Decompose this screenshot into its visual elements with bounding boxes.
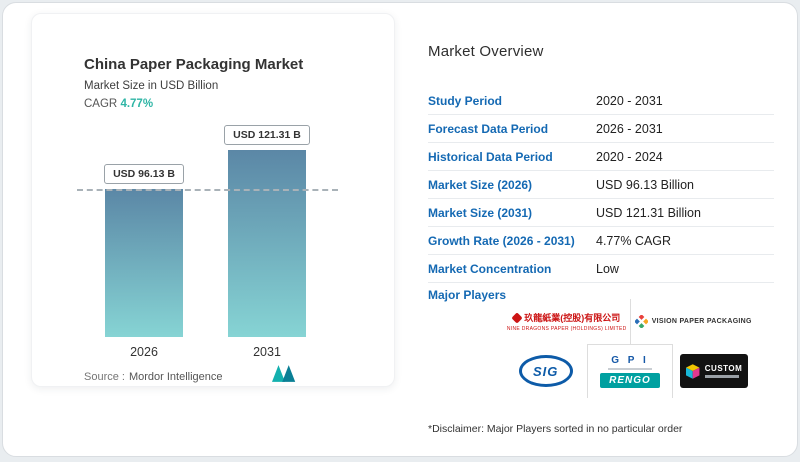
mordor-intelligence-logo-icon <box>272 365 296 382</box>
row-label: Forecast Data Period <box>428 121 549 136</box>
chart-header: China Paper Packaging Market Market Size… <box>84 56 303 110</box>
reference-dashed-line <box>77 189 338 191</box>
row-value: Low <box>596 261 619 276</box>
source-label: Source : <box>84 371 125 383</box>
nine-dragons-cn-text: 玖龍紙業(控股)有限公司 <box>524 313 621 323</box>
logo-row: 玖龍紙業(控股)有限公司 NINE DRAGONS PAPER (HOLDING… <box>504 299 756 344</box>
row-value: 2026 - 2031 <box>596 121 663 136</box>
logo-sig: SIG <box>504 344 587 398</box>
logo-row: SIG G P I RENGO CUSTOM <box>504 344 756 398</box>
major-players-label: Major Players <box>428 288 507 302</box>
row-label: Growth Rate (2026 - 2031) <box>428 233 575 248</box>
logo-vision-paper-packaging: VISION PAPER PACKAGING <box>629 299 757 344</box>
vision-logo-text: VISION PAPER PACKAGING <box>651 318 752 325</box>
bar-chart-plot: USD 96.13 B USD 121.31 B <box>32 109 394 337</box>
logo-custom-packaging: CUSTOM <box>673 344 756 398</box>
major-players-logos: 玖龍紙業(控股)有限公司 NINE DRAGONS PAPER (HOLDING… <box>504 299 756 398</box>
market-overview-panel: Market Overview Study Period 2020 - 2031… <box>428 3 774 462</box>
bar-2026 <box>105 189 183 337</box>
row-value: 2020 - 2024 <box>596 149 663 164</box>
cagr-value: 4.77% <box>120 98 154 110</box>
bar-value-callout: USD 121.31 B <box>224 125 310 145</box>
custom-logo-text: CUSTOM <box>704 364 743 373</box>
bar-2031 <box>228 150 306 337</box>
disclaimer-text: *Disclaimer: Major Players sorted in no … <box>428 423 683 435</box>
row-label: Study Period <box>428 93 503 108</box>
overview-table: Study Period 2020 - 2031 Forecast Data P… <box>428 87 774 283</box>
chart-title: China Paper Packaging Market <box>84 56 304 73</box>
row-value: USD 96.13 Billion <box>596 177 694 192</box>
row-value: 2020 - 2031 <box>596 93 663 108</box>
vision-logo-icon <box>634 315 648 328</box>
bar-value-callout: USD 96.13 B <box>104 164 184 184</box>
gpi-logo-text: G P I <box>611 355 649 366</box>
table-row: Market Size (2026) USD 96.13 Billion <box>428 171 774 199</box>
custom-subtext-placeholder <box>704 375 739 378</box>
table-row: Study Period 2020 - 2031 <box>428 87 774 115</box>
cagr-label: CAGR <box>84 98 118 110</box>
logo-nine-dragons: 玖龍紙業(控股)有限公司 NINE DRAGONS PAPER (HOLDING… <box>504 299 630 344</box>
x-axis-label-2026: 2026 <box>130 345 158 359</box>
row-label: Market Size (2031) <box>428 205 533 220</box>
table-row: Market Concentration Low <box>428 255 774 283</box>
bar-group-2031: USD 121.31 B <box>208 125 326 337</box>
report-card: China Paper Packaging Market Market Size… <box>2 2 798 457</box>
table-row: Historical Data Period 2020 - 2024 <box>428 143 774 171</box>
logo-gpi-rengo: G P I RENGO <box>587 344 673 398</box>
table-row: Growth Rate (2026 - 2031) 4.77% CAGR <box>428 227 774 255</box>
row-value: 4.77% CAGR <box>596 233 672 248</box>
table-row: Market Size (2031) USD 121.31 Billion <box>428 199 774 227</box>
row-label: Market Size (2026) <box>428 177 533 192</box>
row-label: Historical Data Period <box>428 149 553 164</box>
x-axis-label-2031: 2031 <box>253 345 281 359</box>
overview-title: Market Overview <box>428 43 544 60</box>
nine-dragons-en-text: NINE DRAGONS PAPER (HOLDINGS) LIMITED <box>506 326 627 332</box>
custom-cube-icon <box>686 363 700 379</box>
row-label: Market Concentration <box>428 261 552 276</box>
rengo-logo-text: RENGO <box>600 373 660 388</box>
nine-dragons-seal-icon <box>511 311 523 324</box>
chart-cagr: CAGR 4.77% <box>84 98 303 110</box>
chart-subtitle: Market Size in USD Billion <box>84 80 219 92</box>
source-value: Mordor Intelligence <box>128 371 223 383</box>
source-attribution: Source : Mordor Intelligence <box>84 371 223 383</box>
row-value: USD 121.31 Billion <box>596 205 701 220</box>
sig-logo-text: SIG <box>518 355 573 387</box>
table-row: Forecast Data Period 2026 - 2031 <box>428 115 774 143</box>
bar-group-2026: USD 96.13 B <box>85 164 203 337</box>
gpi-tagline-placeholder <box>607 368 652 370</box>
chart-card: China Paper Packaging Market Market Size… <box>31 13 395 387</box>
